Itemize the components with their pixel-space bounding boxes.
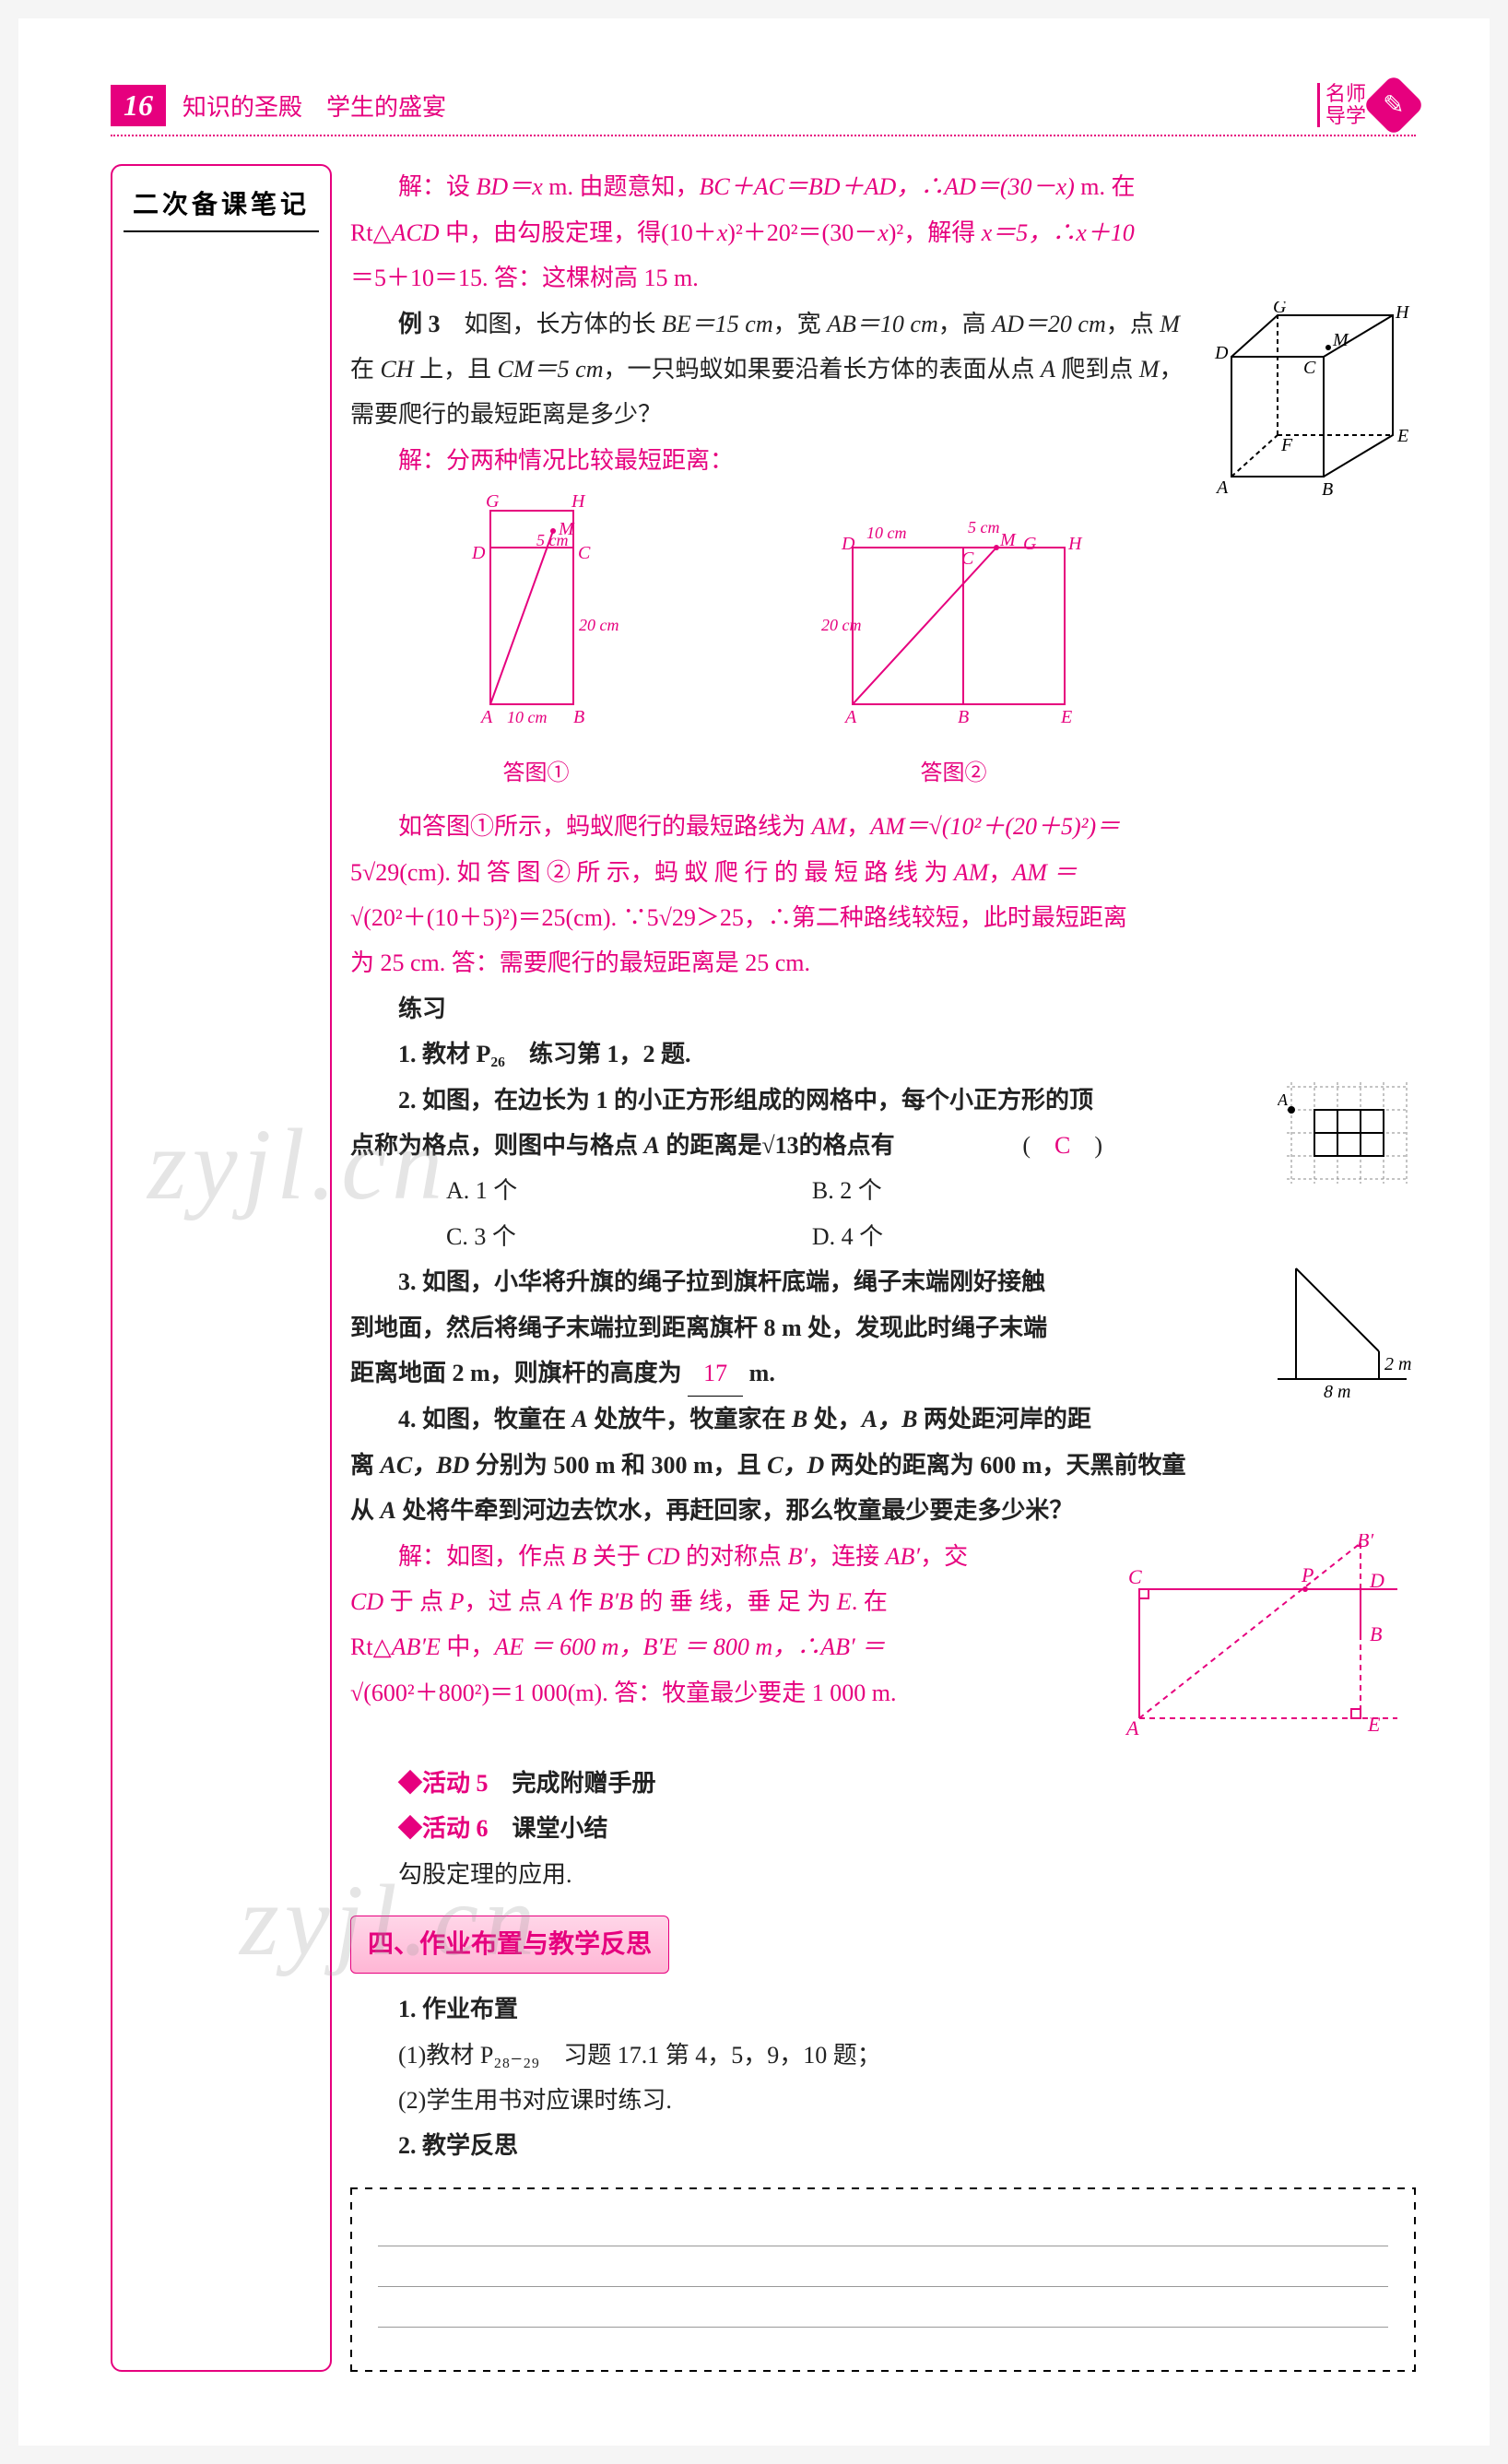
- solution3-p4: 为 25 cm. 答：需要爬行的最短距离是 25 cm.: [350, 940, 1416, 985]
- svg-text:D: D: [841, 534, 855, 554]
- logo-text: 名师 导学: [1317, 83, 1366, 127]
- main-content: 解：设 BD＝x m. 由题意知，BC＋AC＝BD＋AD，∴AD＝(30－x) …: [350, 164, 1416, 2371]
- activity-6: ◆活动 6 课堂小结: [350, 1806, 1416, 1851]
- reflection-title: 2. 教学反思: [350, 2123, 1416, 2168]
- activity-6-body: 勾股定理的应用.: [350, 1852, 1416, 1897]
- svg-text:E: E: [1060, 707, 1072, 727]
- practice-q1: 1. 教材 P₂₆ 练习第 1，2 题.: [350, 1032, 1416, 1077]
- svg-text:E: E: [1367, 1713, 1381, 1736]
- option-c: C. 3 个: [446, 1214, 812, 1259]
- practice-q4-l2: 离 AC，BD 分别为 500 m 和 300 m，且 C，D 两处的距离为 6…: [350, 1443, 1416, 1488]
- practice-q4-l3: 从 A 处将牛牵到河边去饮水，再赶回家，那么牧童最少要走多少米？: [350, 1488, 1416, 1533]
- homework-title: 1. 作业布置: [350, 1987, 1416, 2032]
- option-d: D. 4 个: [812, 1214, 1178, 1259]
- diagram1-label: 答图①: [444, 753, 629, 796]
- svg-text:2 m: 2 m: [1384, 1354, 1411, 1374]
- svg-text:H: H: [1395, 302, 1410, 323]
- flagpole-diagram: 2 m 8 m: [1268, 1259, 1416, 1412]
- svg-text:20 cm: 20 cm: [579, 616, 619, 634]
- answer-diagram-2: 10 cm 5 cm C M D G H 20 cm A B E 答图: [816, 511, 1092, 795]
- section-4-header: 四、作业布置与教学反思: [350, 1916, 669, 1974]
- example3-block: G H D C M F E A B 例 3 如图，长方体的长 BE＝15: [350, 301, 1416, 805]
- diagram2-label: 答图②: [816, 753, 1092, 796]
- practice-q3-l2: 到地面，然后将绳子末端拉到距离旗杆 8 m 处，发现此时绳子末端: [350, 1305, 1416, 1350]
- solution2-line1: 解：设 BD＝x m. 由题意知，BC＋AC＝BD＋AD，∴AD＝(30－x) …: [350, 164, 1416, 209]
- svg-text:10 cm: 10 cm: [507, 708, 548, 726]
- answer-diagram-1: G H M 5 cm D C 20 cm A 10 cm B 答图①: [444, 492, 629, 795]
- logo-icon: ✎: [1362, 74, 1425, 136]
- svg-text:M: M: [999, 530, 1017, 550]
- svg-text:D: D: [1369, 1569, 1384, 1592]
- header-left: 16 知识的圣殿 学生的盛宴: [111, 85, 446, 126]
- page-header: 16 知识的圣殿 学生的盛宴 名师 导学 ✎: [111, 83, 1416, 136]
- svg-text:B: B: [958, 707, 969, 727]
- solution3-p1: 如答图①所示，蚂蚁爬行的最短路线为 AM，AM＝√(10²＋(20＋5)²)＝: [350, 804, 1416, 849]
- svg-text:E: E: [1396, 426, 1408, 446]
- svg-text:G: G: [486, 492, 500, 512]
- svg-text:C: C: [578, 543, 591, 563]
- solution4-block: B′ C P D B A E 解：如图，作点 B 关于 CD 的对称点 B′，连…: [350, 1534, 1416, 1761]
- practice-q2-l2: 点称为格点，则图中与格点 A 的距离是√13的格点有 ( C ): [350, 1123, 1416, 1168]
- practice-q2-l1: 2. 如图，在边长为 1 的小正方形组成的网格中，每个小正方形的顶: [350, 1078, 1416, 1123]
- practice-q2-block: A 2. 如图，在边长为 1 的小正方形组成的网格中，每个小正方形的顶 点称为格…: [350, 1078, 1416, 1260]
- page: zyjl.cn zyjl.cn 16 知识的圣殿 学生的盛宴 名师 导学 ✎ 二…: [18, 18, 1490, 2446]
- river-diagram: B′ C P D B A E: [1121, 1534, 1416, 1751]
- svg-text:A: A: [1278, 1091, 1289, 1109]
- svg-text:A: A: [1125, 1716, 1139, 1737]
- reflection-line: [378, 2287, 1388, 2328]
- q2-options: A. 1 个 B. 2 个 C. 3 个 D. 4 个: [350, 1168, 1259, 1259]
- practice-title: 练习: [350, 986, 1416, 1032]
- option-a: A. 1 个: [446, 1168, 812, 1213]
- svg-text:D: D: [1214, 343, 1229, 363]
- svg-text:F: F: [1280, 435, 1293, 455]
- svg-text:5 cm: 5 cm: [968, 518, 1000, 536]
- svg-text:8 m: 8 m: [1324, 1382, 1350, 1397]
- header-title: 知识的圣殿 学生的盛宴: [183, 88, 446, 123]
- svg-text:B: B: [1370, 1622, 1382, 1645]
- reflection-line: [378, 2246, 1388, 2287]
- activity-5: ◆活动 5 完成附赠手册: [350, 1761, 1416, 1806]
- sidebar-title: 二次备课笔记: [124, 184, 319, 232]
- sidebar-notes: 二次备课笔记: [111, 164, 332, 2371]
- solution2-line2: Rt△ACD 中，由勾股定理，得(10＋x)²＋20²＝(30－x)²，解得 x…: [350, 210, 1416, 255]
- svg-text:C: C: [961, 548, 974, 569]
- svg-text:A: A: [843, 707, 857, 727]
- svg-text:5 cm: 5 cm: [536, 531, 569, 549]
- svg-text:C: C: [1303, 358, 1316, 378]
- practice-q3-block: 2 m 8 m 3. 如图，小华将升旗的绳子拉到旗杆底端，绳子末端刚好接触 到地…: [350, 1259, 1416, 1443]
- svg-text:C: C: [1128, 1565, 1142, 1588]
- homework-item-1: (1)教材 P₂₈₋₂₉ 习题 17.1 第 4，5，9，10 题；: [350, 2033, 1416, 2078]
- brand-logo: 名师 导学 ✎: [1317, 83, 1416, 127]
- reflection-line: [378, 2206, 1388, 2246]
- homework-item-2: (2)学生用书对应课时练习.: [350, 2078, 1416, 2123]
- svg-text:B: B: [573, 707, 584, 727]
- practice-q3-l3: 距离地面 2 m，则旗杆的高度为 17 m.: [350, 1350, 1416, 1397]
- practice-q4-l1: 4. 如图，牧童在 A 处放牛，牧童家在 B 处，A，B 两处距河岸的距: [350, 1397, 1416, 1442]
- svg-text:B′: B′: [1357, 1534, 1374, 1551]
- solution3-p2: 5√29(cm). 如 答 图 ② 所 示，蚂 蚁 爬 行 的 最 短 路 线 …: [350, 850, 1416, 895]
- svg-text:10 cm: 10 cm: [866, 524, 907, 542]
- svg-text:D: D: [471, 543, 486, 563]
- svg-text:B: B: [1322, 479, 1333, 500]
- body-columns: 二次备课笔记 解：设 BD＝x m. 由题意知，BC＋AC＝BD＋AD，∴AD＝…: [111, 164, 1416, 2371]
- svg-text:H: H: [1067, 534, 1083, 554]
- q3-answer: 17: [688, 1350, 743, 1397]
- svg-text:20 cm: 20 cm: [821, 616, 862, 634]
- solution3-diagrams: G H M 5 cm D C 20 cm A 10 cm B 答图①: [350, 492, 1185, 795]
- svg-text:A: A: [479, 707, 493, 727]
- svg-text:G: G: [1023, 534, 1037, 554]
- reflection-box: [350, 2187, 1416, 2372]
- grid-diagram: A: [1278, 1078, 1416, 1203]
- solution3-p3: √(20²＋(10＋5)²)＝25(cm). ∵5√29＞25，∴第二种路线较短…: [350, 895, 1416, 940]
- svg-text:H: H: [571, 492, 586, 512]
- page-number: 16: [111, 85, 166, 126]
- svg-text:A: A: [1215, 477, 1229, 498]
- svg-text:P: P: [1301, 1563, 1314, 1586]
- svg-text:G: G: [1273, 301, 1287, 317]
- svg-text:M: M: [1332, 330, 1349, 350]
- practice-q3-l1: 3. 如图，小华将升旗的绳子拉到旗杆底端，绳子末端刚好接触: [350, 1259, 1416, 1304]
- solution2-line3: ＝5＋10＝15. 答：这棵树高 15 m.: [350, 255, 1416, 301]
- cuboid-diagram: G H D C M F E A B: [1204, 301, 1416, 519]
- option-b: B. 2 个: [812, 1168, 1178, 1213]
